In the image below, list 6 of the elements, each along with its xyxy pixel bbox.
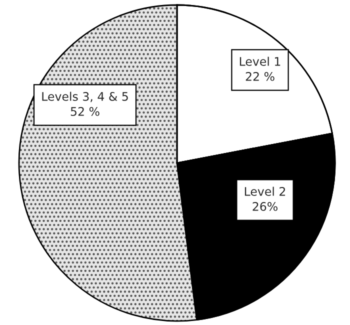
slice-label: Levels 3, 4 & 5 (42, 92, 128, 102)
slice-label: Level 1 (240, 56, 280, 66)
data-label: 22 % (246, 72, 274, 81)
data-label: 26% (252, 202, 278, 211)
slice-label: Level 2 (244, 186, 286, 196)
data-label: 52 % (70, 107, 100, 116)
